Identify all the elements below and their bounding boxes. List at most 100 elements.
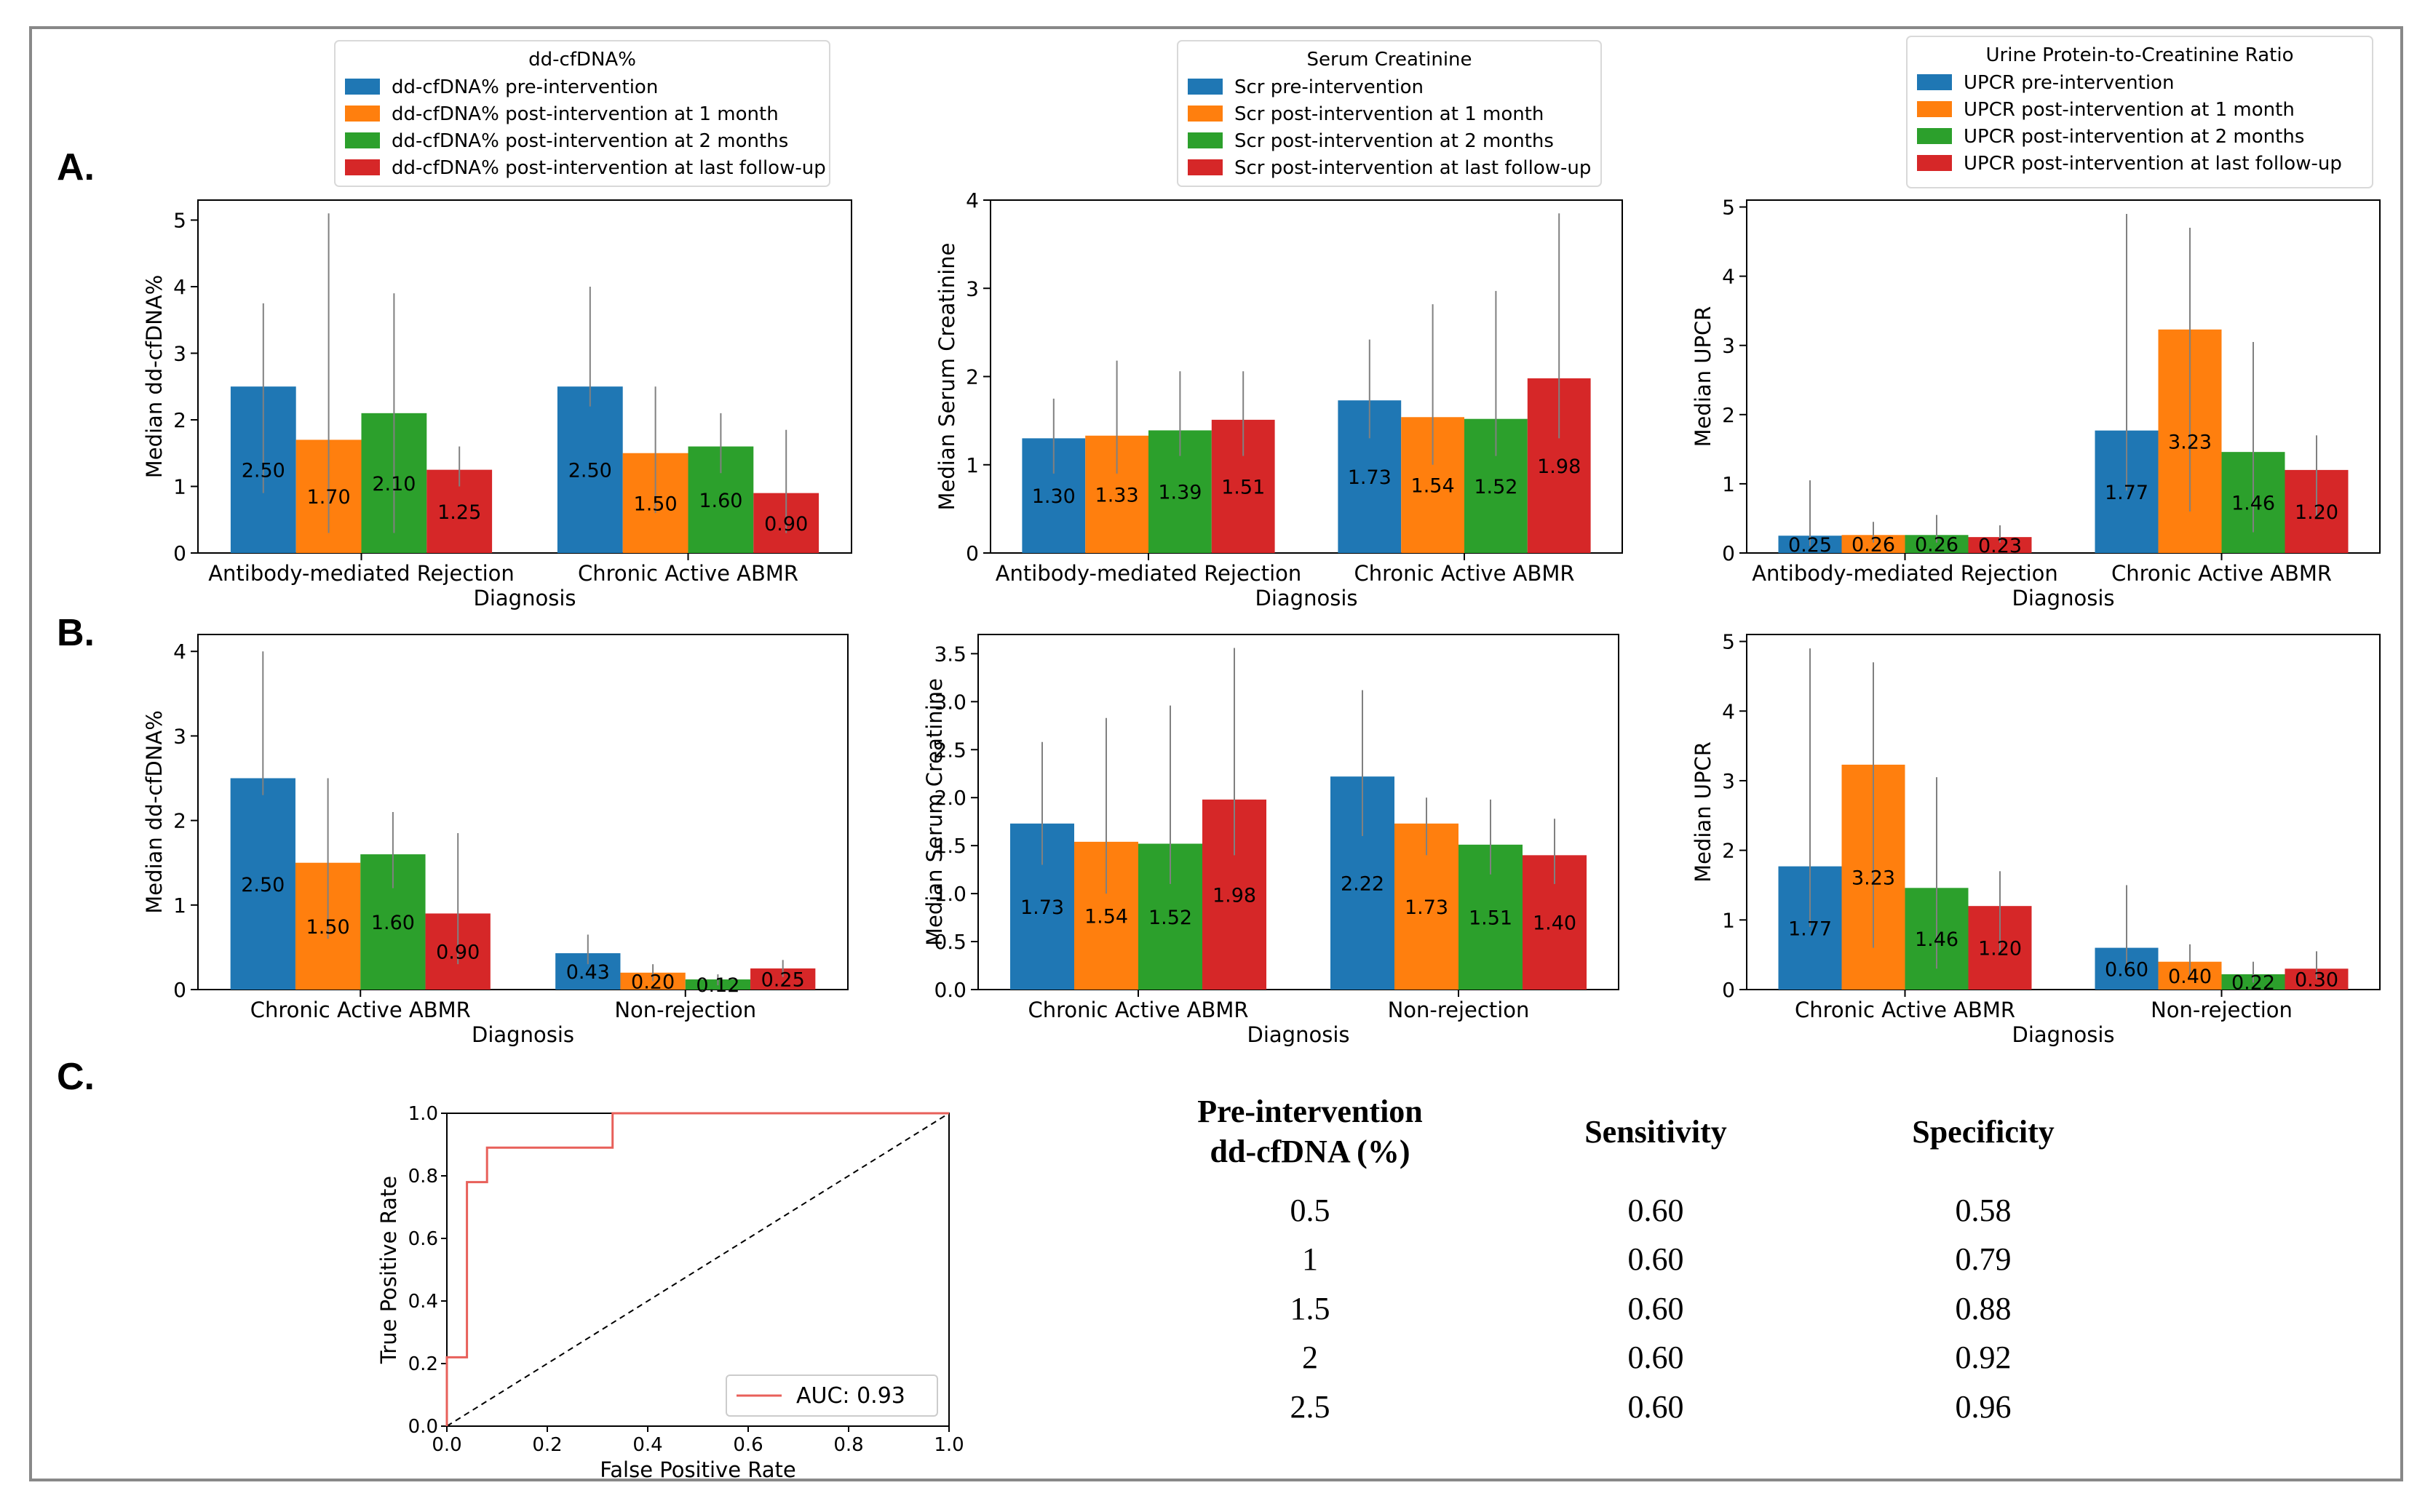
a1-xlabel: Diagnosis: [474, 586, 576, 610]
b3-value-label-m1-1: 0.40: [2168, 966, 2212, 988]
a3-category-label: Chronic Active ABMR: [2111, 561, 2332, 586]
a2-legend-title: Serum Creatinine: [1306, 49, 1472, 71]
b2-ytick-label: 3.0: [934, 690, 967, 714]
a1-legend-label-last: dd-cfDNA% post-intervention at last foll…: [392, 157, 826, 179]
a2-legend-swatch-pre: [1188, 79, 1223, 95]
b1-ytick-label: 4: [173, 640, 186, 664]
roc-chance-line: [446, 1113, 950, 1427]
a2-legend-swatch-m1: [1188, 106, 1223, 122]
a3-value-label-m1-0: 0.26: [1851, 534, 1895, 557]
b2-ytick-label: 3.5: [934, 642, 967, 666]
a3-category-label: Antibody-mediated Rejection: [1752, 561, 2058, 586]
table-header-specificity: Specificity: [1912, 1113, 2055, 1150]
a1-legend-swatch-last: [345, 159, 380, 175]
b3-value-label-pre-0: 1.77: [1788, 918, 1832, 940]
roc-ylabel: True Positive Rate: [376, 1176, 401, 1364]
b3-xlabel: Diagnosis: [2012, 1022, 2115, 1047]
panel-label-a: A.: [57, 146, 95, 188]
b3-ytick-label: 2: [1722, 839, 1735, 863]
b1-value-label-pre-0: 2.50: [241, 874, 285, 896]
a3-ylabel: Median UPCR: [1691, 306, 1715, 447]
a1-value-label-pre-0: 2.50: [242, 460, 285, 482]
a3-legend-label-pre: UPCR pre-intervention: [1964, 72, 2174, 94]
a3-bar-last-0: [1968, 537, 2032, 553]
a3-value-label-pre-0: 0.25: [1788, 534, 1832, 557]
a2-legend-label-m1: Scr post-intervention at 1 month: [1234, 103, 1544, 125]
b1-axes-frame: [197, 634, 849, 990]
a3-ytick-label: 0: [1722, 541, 1735, 565]
a3-xlabel: Diagnosis: [2012, 586, 2115, 610]
b3-ytick-label: 1: [1722, 908, 1735, 932]
a3-legend-title: Urine Protein-to-Creatinine Ratio: [1986, 44, 2294, 66]
a1-legend-swatch-m2: [345, 132, 380, 148]
b2-ytick-label: 2.5: [934, 738, 967, 762]
table-cell: 0.88: [1955, 1290, 2012, 1326]
a2-value-label-m1-1: 1.54: [1411, 475, 1455, 498]
b1-value-label-pre-1: 0.43: [566, 961, 610, 984]
b2-ytick-label: 2.0: [934, 786, 967, 810]
b1-value-label-m2-1: 0.12: [696, 974, 739, 997]
roc-ytick-label: 0.4: [408, 1291, 438, 1313]
a2-ytick-label: 4: [966, 188, 979, 212]
b2-ytick-label: 0.0: [934, 978, 967, 1002]
a3-legend-swatch-last: [1917, 155, 1952, 171]
a1-ytick-label: 3: [173, 341, 186, 365]
roc-ytick-label: 0.2: [408, 1353, 438, 1375]
b1-value-label-m2-0: 1.60: [371, 912, 415, 934]
roc-curve: [445, 1112, 949, 1426]
a2-legend-label-last: Scr post-intervention at last follow-up: [1234, 157, 1591, 179]
b2-value-label-pre-1: 2.22: [1341, 873, 1384, 896]
a3-value-label-m2-0: 0.26: [1915, 534, 1958, 557]
table-cell: 0.58: [1955, 1193, 2012, 1228]
a3-legend-label-last: UPCR post-intervention at last follow-up: [1964, 153, 2342, 175]
a1-category-label: Chronic Active ABMR: [578, 561, 798, 586]
a1-value-label-m2-1: 1.60: [699, 490, 742, 512]
a2-legend-label-m2: Scr post-intervention at 2 months: [1234, 130, 1554, 152]
table-cell: 2.5: [1290, 1388, 1330, 1425]
roc-ytick-label: 0.8: [408, 1166, 438, 1187]
roc-xtick-label: 0.4: [632, 1434, 662, 1456]
b2-value-label-pre-0: 1.73: [1020, 896, 1064, 919]
a1-axes-frame: [197, 199, 852, 554]
a3-legend-box: [1906, 36, 2373, 188]
a1-value-label-m1-0: 1.70: [307, 486, 351, 509]
b3-ytick-label: 0: [1722, 978, 1735, 1002]
a2-ytick-label: 1: [966, 453, 979, 477]
b3-value-label-m1-0: 3.23: [1851, 867, 1895, 889]
a3-value-label-m2-1: 1.46: [2231, 493, 2275, 515]
a1-legend-label-m2: dd-cfDNA% post-intervention at 2 months: [392, 130, 788, 152]
b2-ylabel: Median Serum Creatinine: [922, 678, 947, 946]
b2-value-label-m2-0: 1.52: [1148, 907, 1192, 929]
b2-axes-frame: [977, 634, 1619, 990]
table-cell: 1: [1302, 1241, 1318, 1278]
a2-xlabel: Diagnosis: [1255, 586, 1358, 610]
a3-ytick-label: 1: [1722, 472, 1735, 496]
b1-category-label: Chronic Active ABMR: [250, 998, 471, 1022]
table-cell: 0.60: [1627, 1340, 1684, 1376]
a2-value-label-pre-0: 1.30: [1032, 485, 1076, 508]
b1-ytick-label: 0: [173, 978, 186, 1002]
b2-value-label-last-1: 1.40: [1533, 912, 1576, 935]
a2-value-label-m2-0: 1.39: [1158, 482, 1202, 504]
b3-value-label-m2-1: 0.22: [2231, 971, 2275, 994]
roc-xtick-label: 0.6: [733, 1434, 763, 1456]
b2-ytick-label: 1.0: [934, 882, 967, 906]
b2-xlabel: Diagnosis: [1247, 1022, 1350, 1047]
a2-legend-swatch-last: [1188, 159, 1223, 175]
a2-ytick-label: 3: [966, 276, 979, 301]
b1-category-label: Non-rejection: [614, 998, 756, 1022]
a3-ytick-label: 2: [1722, 403, 1735, 427]
roc-xtick-label: 0.0: [432, 1434, 461, 1456]
a1-legend-label-m1: dd-cfDNA% post-intervention at 1 month: [392, 103, 779, 125]
table-header-threshold: Pre-intervention dd-cfDNA (%): [1135, 1091, 1485, 1186]
table-cell: 0.5: [1290, 1193, 1330, 1228]
b3-value-label-last-1: 0.30: [2295, 969, 2338, 992]
a2-ytick-label: 0: [966, 541, 979, 565]
figure-frame: [29, 26, 2403, 1481]
b3-ytick-label: 4: [1722, 699, 1735, 723]
roc-xlabel: False Positive Rate: [600, 1457, 796, 1482]
b3-ylabel: Median UPCR: [1691, 741, 1715, 883]
table-cell: 0.60: [1627, 1388, 1684, 1425]
a2-value-label-last-1: 1.98: [1537, 455, 1581, 478]
a3-legend-swatch-m1: [1917, 101, 1952, 117]
